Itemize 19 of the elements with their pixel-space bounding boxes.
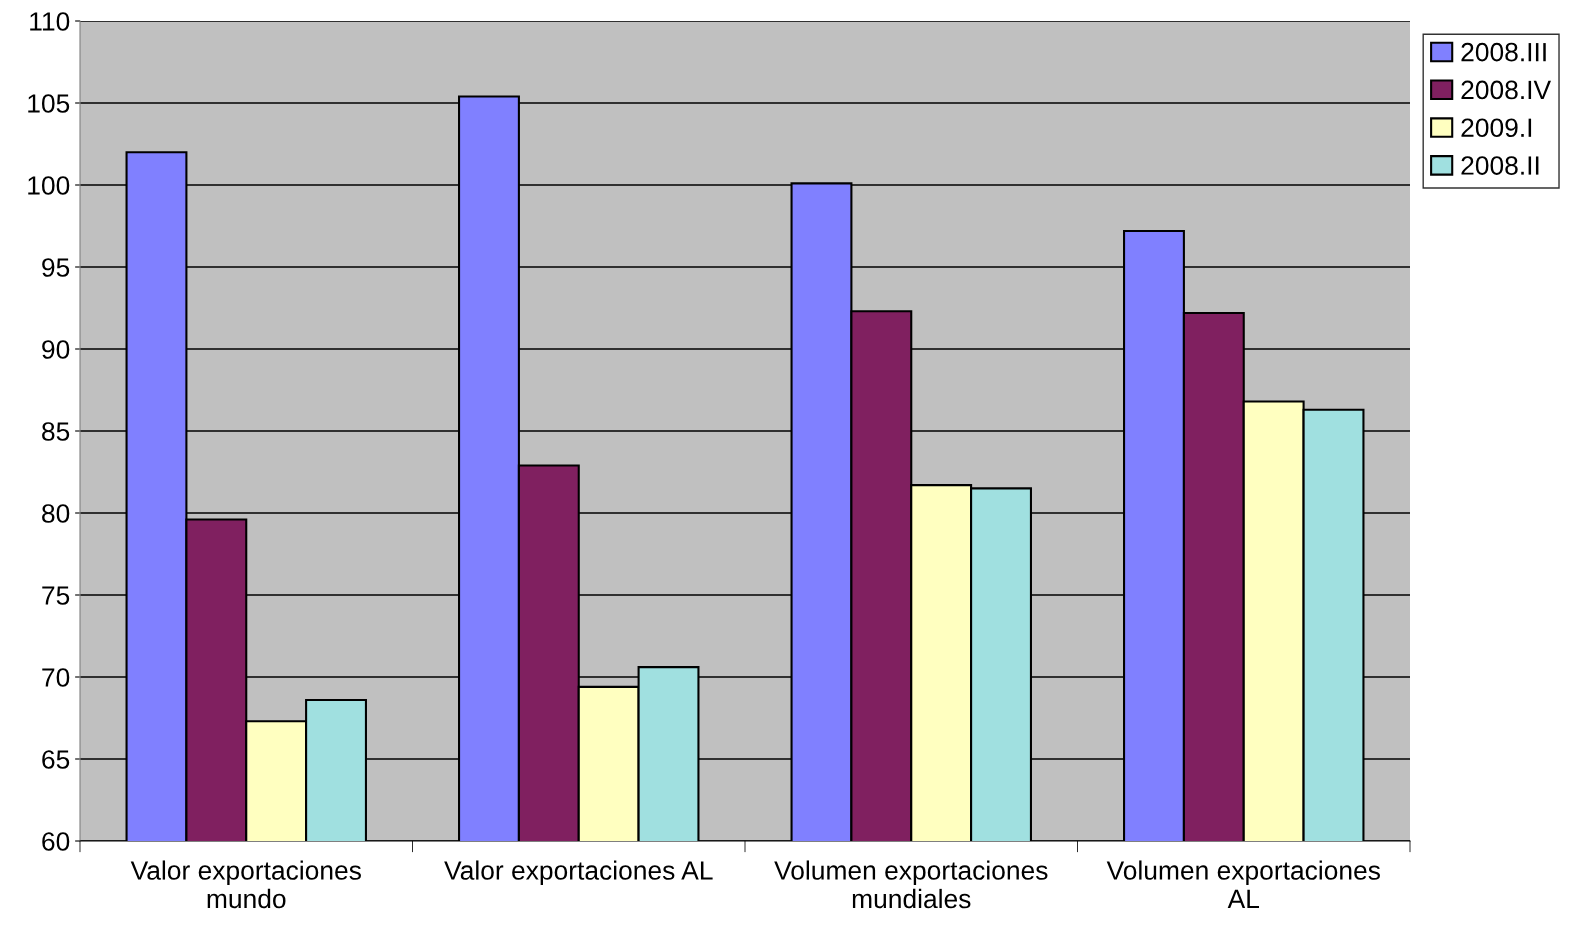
y-tick-label: 95 <box>42 258 70 277</box>
legend-label: 2009.I <box>1461 118 1532 138</box>
x-tick-label: Valor exportaciones AL <box>444 860 713 886</box>
x-tick-label: Valor exportaciones mundo <box>130 860 361 909</box>
legend-label: 2008.II <box>1461 156 1539 175</box>
y-tick-label: 110 <box>30 12 70 31</box>
y-tick-label: 75 <box>42 586 70 605</box>
x-tick-label: Volumen exportaciones mundiales <box>774 860 1048 909</box>
y-tick-label: 100 <box>28 176 70 195</box>
y-tick-label: 60 <box>42 832 70 851</box>
y-tick-label: 80 <box>42 504 70 523</box>
legend-label: 2008.IV <box>1461 80 1551 100</box>
legend-label: 2008.III <box>1461 42 1546 62</box>
y-tick-label: 90 <box>42 340 70 359</box>
y-tick-label: 105 <box>28 94 70 113</box>
x-tick-label: Volumen exportaciones AL <box>1106 860 1380 908</box>
y-tick-label: 70 <box>42 668 70 687</box>
y-tick-label: 85 <box>42 422 70 441</box>
y-tick-label: 65 <box>42 750 70 769</box>
